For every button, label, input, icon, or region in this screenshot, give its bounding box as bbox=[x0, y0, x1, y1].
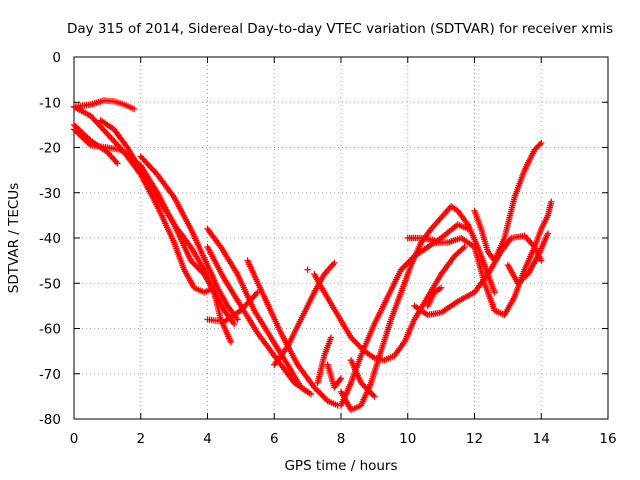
x-tick-label: 12 bbox=[466, 431, 483, 447]
series-track bbox=[504, 230, 552, 287]
data-point bbox=[317, 390, 324, 397]
y-tick-label: -70 bbox=[39, 367, 61, 383]
y-tick-label: -60 bbox=[39, 322, 61, 338]
data-point bbox=[231, 320, 238, 328]
series-track bbox=[271, 259, 338, 368]
data-point bbox=[254, 289, 261, 296]
data-point bbox=[548, 198, 555, 205]
data-point bbox=[437, 284, 445, 291]
y-tick-label: -20 bbox=[39, 141, 61, 157]
series-track bbox=[347, 356, 378, 400]
series-track bbox=[324, 361, 345, 391]
y-tick-label: -80 bbox=[39, 412, 61, 428]
x-tick-label: 10 bbox=[399, 431, 416, 447]
series-track bbox=[137, 153, 241, 323]
data-point bbox=[371, 393, 378, 400]
data-point bbox=[130, 105, 138, 113]
series-track bbox=[311, 243, 468, 364]
data-point bbox=[318, 391, 325, 399]
series-track bbox=[204, 225, 315, 398]
data-point bbox=[314, 387, 321, 394]
series-track bbox=[304, 266, 311, 273]
chart-title: Day 315 of 2014, Sidereal Day-to-day VTE… bbox=[67, 21, 613, 37]
data-point bbox=[234, 316, 241, 323]
data-point bbox=[114, 160, 121, 167]
data-point bbox=[352, 338, 359, 346]
data-point bbox=[331, 259, 338, 267]
data-point bbox=[192, 261, 199, 269]
y-axis-label: SDTVAR / TECUs bbox=[6, 183, 22, 293]
y-tick-label: -10 bbox=[39, 95, 61, 111]
data-point bbox=[315, 388, 322, 396]
data-point bbox=[459, 245, 467, 252]
y-tick-label: 0 bbox=[52, 50, 61, 66]
y-tick-label: -50 bbox=[39, 276, 61, 292]
series-track bbox=[471, 139, 545, 264]
x-tick-label: 0 bbox=[70, 431, 79, 447]
data-point bbox=[491, 289, 498, 296]
data-marks bbox=[70, 97, 555, 414]
x-tick-label: 14 bbox=[533, 431, 550, 447]
data-point bbox=[321, 394, 328, 402]
data-point bbox=[190, 260, 197, 267]
axis-ticks: 0 2 4 6 8 10 12 14 16 0 -10 -20 -30 -40 -50 -60 -70 -80 bbox=[39, 50, 617, 447]
series-track bbox=[97, 117, 238, 328]
x-tick-label: 6 bbox=[270, 431, 279, 447]
series-track bbox=[204, 243, 311, 396]
data-point bbox=[369, 391, 377, 399]
series-track bbox=[424, 284, 445, 310]
plot-frame bbox=[73, 56, 609, 420]
series-track bbox=[337, 203, 498, 414]
series-track bbox=[244, 257, 341, 409]
data-point bbox=[355, 341, 362, 349]
data-point bbox=[536, 141, 544, 148]
data-point bbox=[320, 393, 327, 400]
data-point bbox=[461, 243, 468, 251]
data-point bbox=[304, 388, 311, 396]
data-point bbox=[400, 263, 408, 270]
data-point bbox=[538, 257, 545, 264]
y-tick-label: -30 bbox=[39, 186, 61, 202]
data-point bbox=[307, 390, 315, 398]
x-axis-label: GPS time / hours bbox=[284, 458, 397, 474]
data-point bbox=[350, 337, 358, 344]
data-point bbox=[304, 266, 311, 273]
data-point bbox=[327, 334, 335, 341]
data-point bbox=[464, 225, 472, 233]
data-point bbox=[337, 375, 345, 382]
x-tick-label: 8 bbox=[337, 431, 346, 447]
x-tick-label: 16 bbox=[599, 431, 616, 447]
data-point bbox=[353, 340, 361, 347]
data-point bbox=[538, 139, 545, 147]
y-tick-label: -40 bbox=[39, 231, 61, 247]
x-tick-label: 4 bbox=[203, 431, 212, 447]
data-point bbox=[544, 230, 552, 237]
data-point bbox=[227, 338, 235, 346]
x-tick-label: 2 bbox=[136, 431, 145, 447]
series-track bbox=[314, 334, 335, 386]
